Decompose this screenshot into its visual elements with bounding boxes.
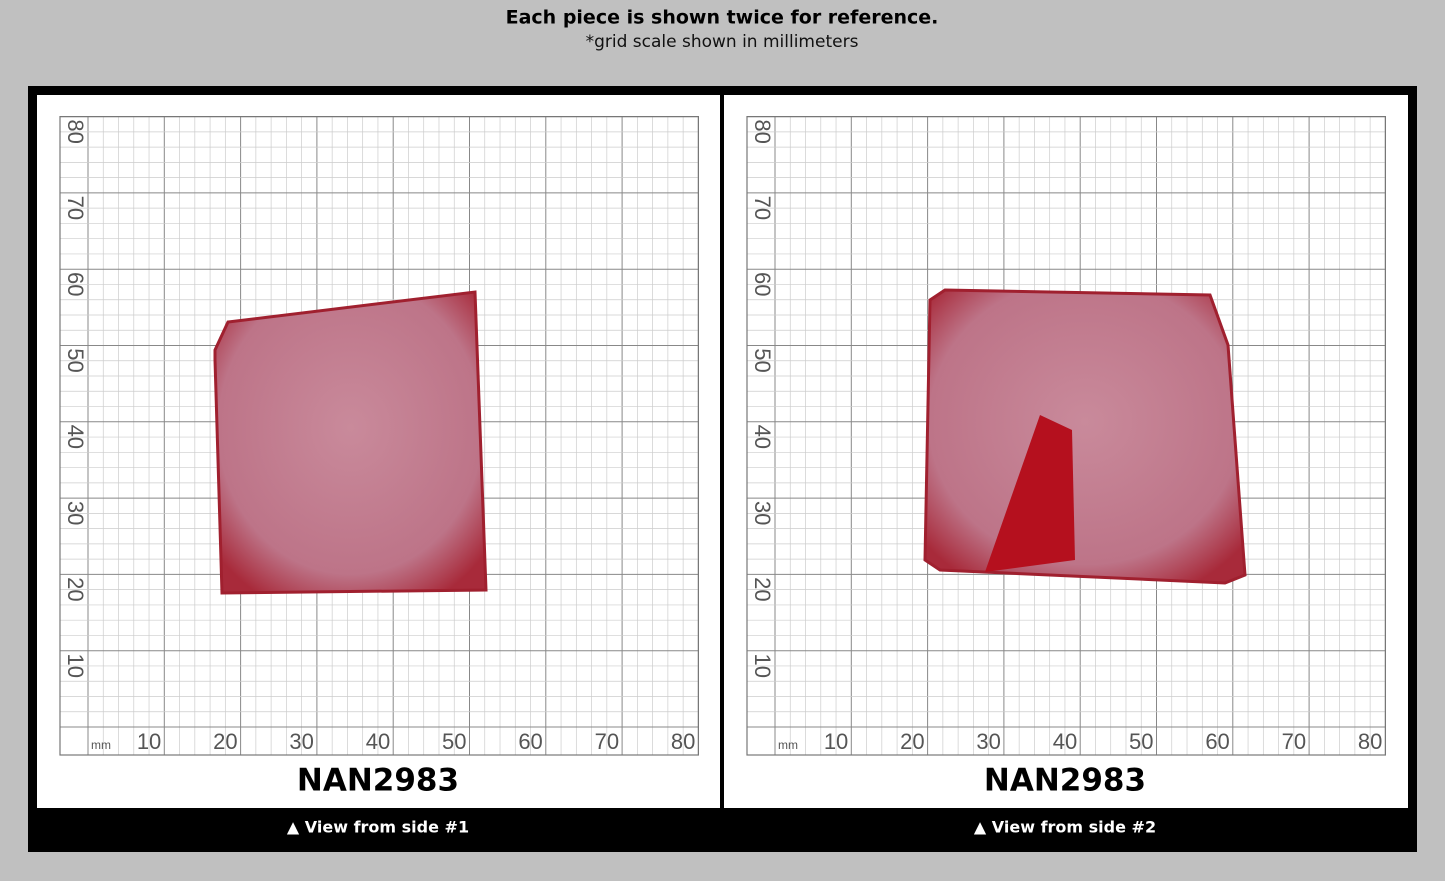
y-scale-label: 30 <box>63 501 88 525</box>
y-scale-label: 40 <box>750 425 775 449</box>
y-scale-label: 60 <box>63 272 88 296</box>
y-scale-label: 70 <box>750 196 775 220</box>
y-scale-label: 30 <box>750 501 775 525</box>
y-scale-label: 60 <box>750 272 775 296</box>
grid-unit: mm <box>91 738 111 752</box>
product-code: NAN2983 <box>984 763 1146 799</box>
x-scale-label: 10 <box>137 729 161 754</box>
y-scale-label: 20 <box>63 577 88 601</box>
gem-side-1 <box>213 290 488 595</box>
y-scale-label: 80 <box>750 119 775 143</box>
y-scale-label: 80 <box>63 119 88 143</box>
grid-border <box>746 115 1387 756</box>
y-scale-label: 20 <box>750 577 775 601</box>
y-scale-label: 40 <box>63 425 88 449</box>
gem-facet <box>985 415 1075 572</box>
x-scale-label: 60 <box>518 729 542 754</box>
y-scale-label: 50 <box>750 348 775 372</box>
x-scale-label: 30 <box>289 729 313 754</box>
x-scale-label: 70 <box>1282 729 1306 754</box>
x-scale-label: 40 <box>1053 729 1077 754</box>
y-scale-label: 50 <box>63 348 88 372</box>
x-scale-label: 80 <box>1358 729 1382 754</box>
x-scale-label: 20 <box>213 729 237 754</box>
y-scale-label: 10 <box>63 653 88 677</box>
y-scale-label: 10 <box>750 653 775 677</box>
gem-side-2 <box>923 288 1247 585</box>
x-scale-label: 60 <box>1205 729 1229 754</box>
product-code: NAN2983 <box>297 763 459 799</box>
grid-border <box>59 115 700 756</box>
x-scale-label: 40 <box>366 729 390 754</box>
x-scale-label: 10 <box>824 729 848 754</box>
x-scale-label: 20 <box>900 729 924 754</box>
x-scale-label: 80 <box>671 729 695 754</box>
x-scale-label: 30 <box>976 729 1000 754</box>
title: Each piece is shown twice for reference. <box>506 7 939 29</box>
x-scale-label: 50 <box>1129 729 1153 754</box>
grid-unit: mm <box>778 738 798 752</box>
subtitle: *grid scale shown in millimeters <box>586 32 859 52</box>
view-caption: ▲ View from side #1 <box>287 818 469 837</box>
view-caption: ▲ View from side #2 <box>974 818 1156 837</box>
y-scale-label: 70 <box>63 196 88 220</box>
x-scale-label: 70 <box>595 729 619 754</box>
x-scale-label: 50 <box>442 729 466 754</box>
